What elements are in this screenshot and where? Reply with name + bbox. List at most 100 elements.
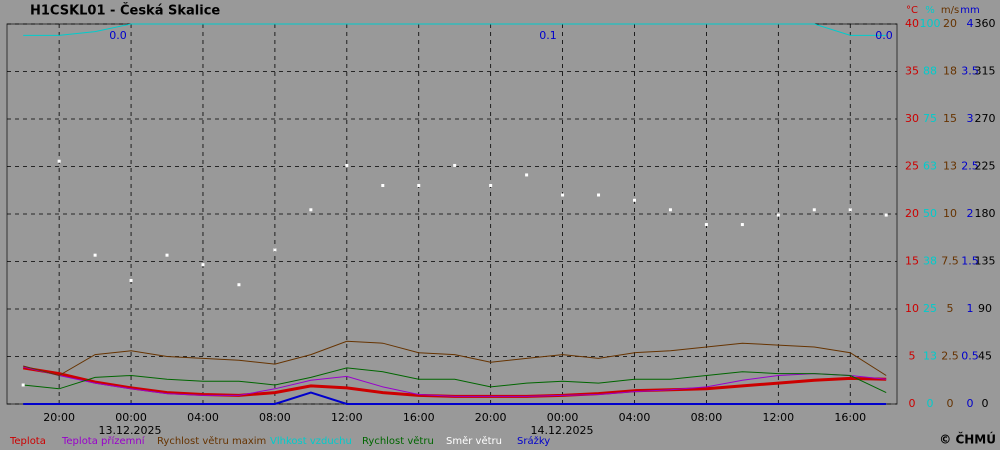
direction-point	[668, 208, 672, 212]
y-tick-label: 13	[923, 350, 937, 363]
legend-entry: Teplota přízemní	[61, 435, 146, 447]
axis-unit: mm	[960, 5, 979, 16]
y-tick-label: 63	[923, 160, 937, 173]
y-tick-label: 45	[978, 350, 992, 363]
x-tick-label: 08:00	[691, 411, 723, 424]
direction-point	[489, 184, 493, 187]
y-tick-label: 90	[978, 302, 992, 315]
y-tick-label: 5	[947, 302, 954, 315]
y-tick-label: 25	[905, 160, 919, 173]
series-line	[23, 367, 887, 394]
x-tick-label: 00:00	[115, 411, 147, 424]
y-tick-label: 2.5	[961, 160, 979, 173]
y-tick-label: 40	[905, 17, 919, 30]
direction-point	[201, 263, 205, 267]
y-tick-label: 225	[975, 160, 996, 173]
axis-unit: %	[925, 5, 935, 16]
x-tick-label: 20:00	[43, 411, 75, 424]
y-tick-label: 0	[909, 397, 916, 410]
date-label: 13.12.2025	[99, 424, 162, 437]
series-line	[23, 23, 887, 36]
direction-point	[704, 223, 708, 227]
direction-point	[740, 223, 744, 227]
y-tick-label: 0	[927, 397, 934, 410]
direction-point	[453, 163, 457, 167]
direction-point	[165, 253, 169, 257]
direction-point	[597, 193, 601, 197]
direction-point	[93, 253, 97, 257]
direction-point	[812, 208, 816, 212]
direction-point	[273, 248, 277, 252]
direction-point	[776, 213, 780, 217]
copyright: © ČHMÚ	[939, 432, 996, 447]
y-tick-label: 3	[967, 112, 974, 125]
direction-point	[884, 213, 888, 217]
series-line	[23, 340, 887, 377]
date-label: 14.12.2025	[531, 424, 594, 437]
axis-unit: m/s	[941, 5, 959, 16]
x-tick-label: 16:00	[834, 411, 866, 424]
y-tick-label: 20	[905, 207, 919, 220]
direction-point	[525, 173, 529, 177]
y-tick-label: 0	[982, 397, 989, 410]
legend-entry: Rychlost větru maxim	[157, 435, 266, 447]
legend-entry: Vlhkost vzduchu	[270, 436, 352, 447]
x-tick-label: 20:00	[475, 411, 507, 424]
legend-entry: Srážky	[517, 435, 550, 447]
x-tick-label: 12:00	[331, 411, 363, 424]
direction-point	[381, 184, 385, 187]
legend-entry: Směr větru	[446, 435, 502, 447]
series-line	[23, 366, 887, 397]
x-tick-label: 00:00	[547, 411, 579, 424]
y-tick-label: 4	[967, 17, 974, 30]
y-tick-label: 0.5	[961, 350, 979, 363]
y-tick-label: 15	[905, 255, 919, 268]
y-tick-label: 20	[943, 17, 957, 30]
legend-entry: Rychlost větru	[362, 435, 434, 447]
y-tick-label: 135	[975, 255, 996, 268]
y-tick-label: 1	[967, 302, 974, 315]
direction-point	[237, 283, 241, 287]
direction-point	[57, 159, 61, 163]
y-tick-label: 0	[967, 397, 974, 410]
x-tick-label: 04:00	[187, 411, 219, 424]
y-tick-label: 100	[920, 17, 941, 30]
direction-point	[417, 184, 421, 187]
y-tick-label: 1.5	[961, 255, 979, 268]
direction-point	[129, 279, 133, 282]
axis-unit: °C	[906, 5, 918, 16]
direction-point	[309, 208, 313, 212]
y-tick-label: 2	[967, 207, 974, 220]
precip-sum: 0.0	[875, 29, 893, 42]
direction-point	[21, 383, 25, 387]
direction-point	[345, 163, 349, 167]
x-tick-label: 12:00	[762, 411, 794, 424]
y-tick-label: 75	[923, 112, 937, 125]
y-tick-label: 30	[905, 112, 919, 125]
y-tick-label: 38	[923, 255, 937, 268]
y-tick-label: 15	[943, 112, 957, 125]
precip-sum: 0.1	[539, 29, 557, 42]
legend-entry: Teplota	[9, 436, 46, 447]
y-tick-label: 3.5	[961, 65, 979, 78]
y-tick-label: 88	[923, 65, 937, 78]
direction-point	[632, 198, 636, 202]
y-tick-label: 10	[905, 302, 919, 315]
y-tick-label: 360	[975, 17, 996, 30]
x-tick-label: 08:00	[259, 411, 291, 424]
y-tick-label: 50	[923, 207, 937, 220]
y-tick-label: 10	[943, 207, 957, 220]
precip-sum: 0.0	[109, 29, 127, 42]
y-tick-label: 13	[943, 160, 957, 173]
y-tick-label: 315	[975, 65, 996, 78]
x-tick-label: 16:00	[403, 411, 435, 424]
y-tick-label: 180	[975, 207, 996, 220]
direction-point	[848, 208, 852, 212]
y-tick-label: 18	[943, 65, 957, 78]
y-tick-label: 7.5	[941, 255, 959, 268]
x-tick-label: 04:00	[619, 411, 651, 424]
y-tick-label: 270	[975, 112, 996, 125]
y-tick-label: 5	[909, 350, 916, 363]
chart-title: H1CSKL01 - Česká Skalice	[30, 3, 220, 19]
